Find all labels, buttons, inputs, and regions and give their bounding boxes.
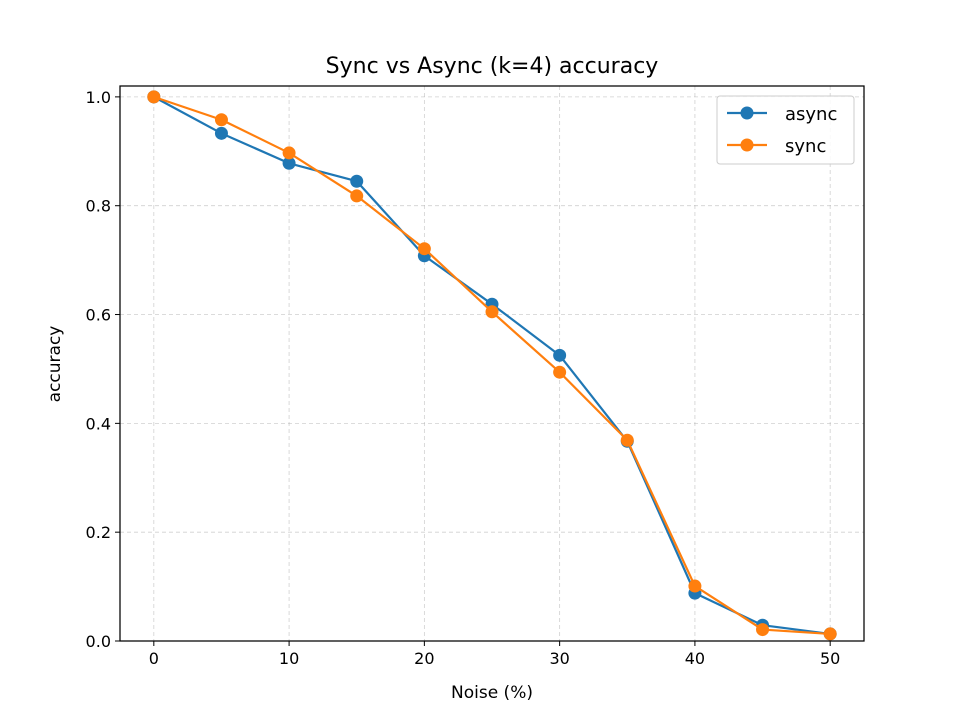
data-point-async xyxy=(553,348,567,362)
y-tick-label: 0.8 xyxy=(86,197,111,216)
data-point-sync xyxy=(350,189,364,203)
data-point-sync xyxy=(214,113,228,127)
data-point-sync xyxy=(823,627,837,641)
data-point-sync xyxy=(485,305,499,319)
x-tick-label: 20 xyxy=(414,649,434,668)
legend-label-async: async xyxy=(785,104,837,125)
legend-marker-async xyxy=(740,106,754,120)
grid-lines xyxy=(120,86,864,642)
x-tick-label: 30 xyxy=(549,649,569,668)
data-point-sync xyxy=(688,579,702,593)
data-point-sync xyxy=(417,242,431,256)
legend: async sync xyxy=(716,95,855,165)
legend-label-sync: sync xyxy=(785,136,826,157)
y-tick-label: 0.0 xyxy=(86,632,111,651)
data-point-async xyxy=(350,174,364,188)
data-point-async xyxy=(214,126,228,140)
y-tick-label: 0.6 xyxy=(86,306,111,325)
y-tick-label: 0.2 xyxy=(86,523,111,542)
x-axis-label: Noise (%) xyxy=(451,683,533,703)
data-point-sync xyxy=(282,146,296,160)
series-layer xyxy=(147,90,837,641)
y-axis-label: accuracy xyxy=(45,326,65,403)
plot-area-frame xyxy=(119,85,865,642)
axis-ticks: 0 10 20 30 40 50 0.0 0.2 0.4 0.6 0.8 1.0 xyxy=(86,88,841,668)
chart-title: Sync vs Async (k=4) accuracy xyxy=(326,54,659,79)
x-tick-label: 50 xyxy=(820,649,840,668)
legend-marker-sync xyxy=(740,138,754,152)
x-tick-label: 0 xyxy=(149,649,159,668)
data-point-sync xyxy=(620,433,634,447)
data-point-sync xyxy=(147,90,161,104)
x-tick-label: 10 xyxy=(279,649,299,668)
data-point-sync xyxy=(553,365,567,379)
data-point-async xyxy=(282,156,296,170)
y-tick-label: 1.0 xyxy=(86,88,111,107)
x-tick-label: 40 xyxy=(685,649,705,668)
y-tick-label: 0.4 xyxy=(86,414,111,433)
data-point-sync xyxy=(756,623,770,637)
